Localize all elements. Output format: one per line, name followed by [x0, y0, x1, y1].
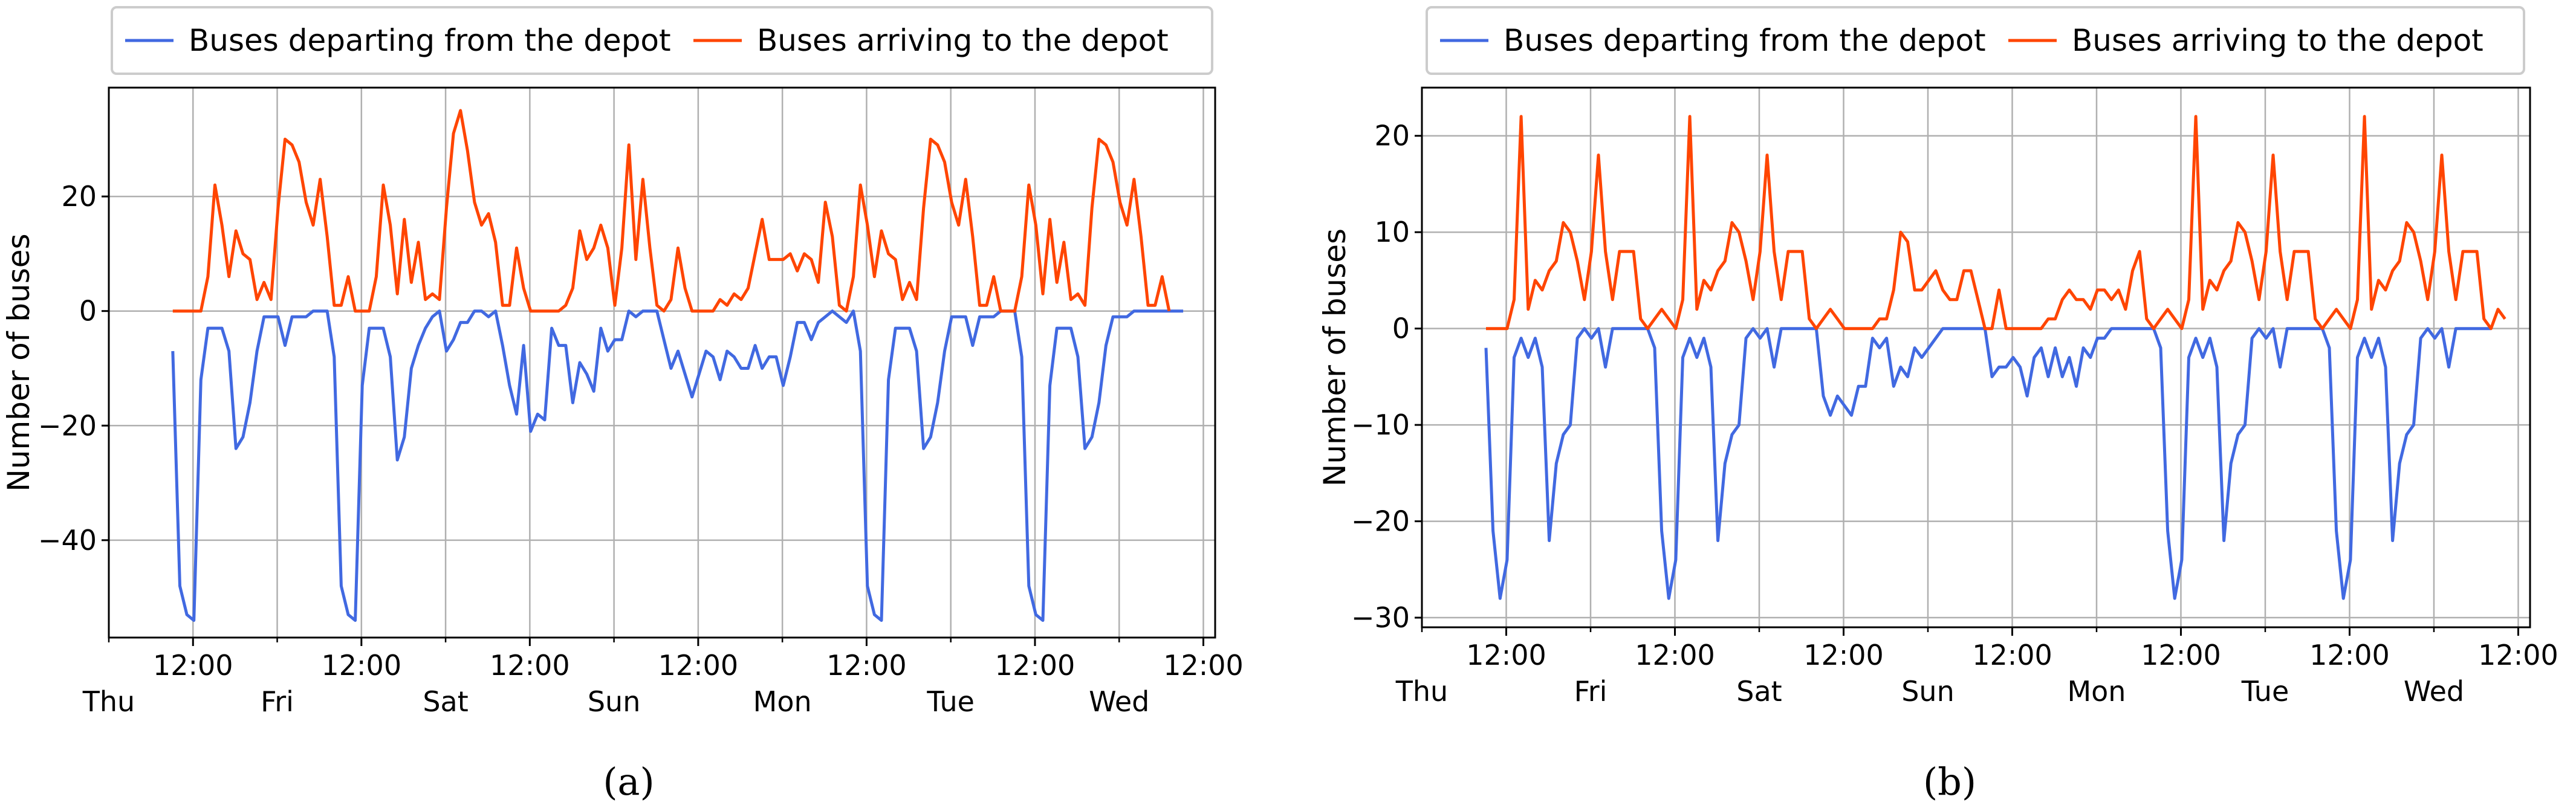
y-tick-label: −20 [38, 409, 97, 442]
legend-label-departing: Buses departing from the depot [189, 23, 671, 58]
legend-box [111, 6, 1213, 75]
axes-frame [108, 86, 1216, 639]
x-tick-label-day: Mon [2067, 675, 2126, 708]
x-tick-label-day: Sun [588, 685, 641, 718]
plot-area [109, 88, 1215, 638]
legend-label-arriving: Buses arriving to the depot [757, 23, 1169, 58]
axes-frame [1421, 86, 2531, 628]
y-tick-label: −40 [38, 524, 97, 557]
y-tick-label: −30 [1351, 601, 1410, 634]
x-tick-label-time: 12:00 [2478, 639, 2558, 671]
x-tick-label-time: 12:00 [1163, 649, 1244, 682]
y-axis-label: Number of buses [1317, 228, 1352, 486]
x-tick-label-day: Fri [261, 685, 294, 718]
x-tick-label-time: 12:00 [1635, 639, 1715, 671]
x-tick-label-day: Sat [1736, 675, 1782, 708]
x-tick-label-day: Mon [753, 685, 812, 718]
series-line-arriving [1486, 115, 2506, 331]
x-tick-label-time: 12:00 [2309, 639, 2390, 671]
x-tick-label-time: 12:00 [658, 649, 739, 682]
x-tick-label-day: Thu [1395, 675, 1448, 708]
x-tick-label-day: Tue [926, 685, 975, 718]
x-tick-label-time: 12:00 [1466, 639, 1546, 671]
x-tick-label-time: 12:00 [153, 649, 233, 682]
x-tick-label-day: Thu [82, 685, 135, 718]
chart-panel-a: 20 0 −20 −40 12:00 12:00 12:00 12:00 12:00 12:00 1… [1, 6, 1244, 804]
x-tick-label-day: Sat [423, 685, 468, 718]
x-tick-label-day: Wed [2404, 675, 2464, 708]
x-tick-label-time: 12:00 [2141, 639, 2221, 671]
x-tick-label-time: 12:00 [490, 649, 570, 682]
y-tick-label: 0 [1392, 312, 1410, 345]
panel-label: (a) [603, 760, 654, 804]
x-tick-label-day: Tue [2241, 675, 2289, 708]
x-tick-label-time: 12:00 [826, 649, 907, 682]
y-tick-label: −10 [1351, 409, 1410, 441]
x-tick-label-day: Wed [1089, 685, 1149, 718]
legend: Buses departing from the depot Buses arri… [1426, 6, 2525, 75]
x-tick-label-time: 12:00 [995, 649, 1075, 682]
y-tick-label: −20 [1351, 505, 1410, 538]
x-tick-label-time: 12:00 [1803, 639, 1884, 671]
y-tick-label: 0 [79, 295, 97, 328]
x-tick-label-time: 12:00 [322, 649, 402, 682]
y-axis-label: Number of buses [1, 233, 36, 491]
series-line-departing [1484, 327, 2491, 600]
y-tick-label: 20 [61, 180, 97, 213]
legend-box [1426, 6, 2525, 75]
legend-label-arriving: Buses arriving to the depot [2072, 23, 2484, 58]
x-tick-label-day: Fri [1574, 675, 1608, 708]
panel-label: (b) [1923, 760, 1976, 804]
series-line-arriving [172, 109, 1171, 313]
legend: Buses departing from the depot Buses arri… [111, 6, 1213, 75]
legend-label-departing: Buses departing from the depot [1504, 23, 1986, 58]
x-tick-label-day: Sun [1901, 675, 1955, 708]
y-tick-label: 20 [1374, 120, 1410, 152]
y-tick-label: 10 [1374, 216, 1410, 248]
chart-panel-b: 20 10 0 −10 −20 −30 12:00 12:00 12:00 12:00 12:00 1… [1317, 6, 2558, 804]
x-tick-label-time: 12:00 [1972, 639, 2052, 671]
